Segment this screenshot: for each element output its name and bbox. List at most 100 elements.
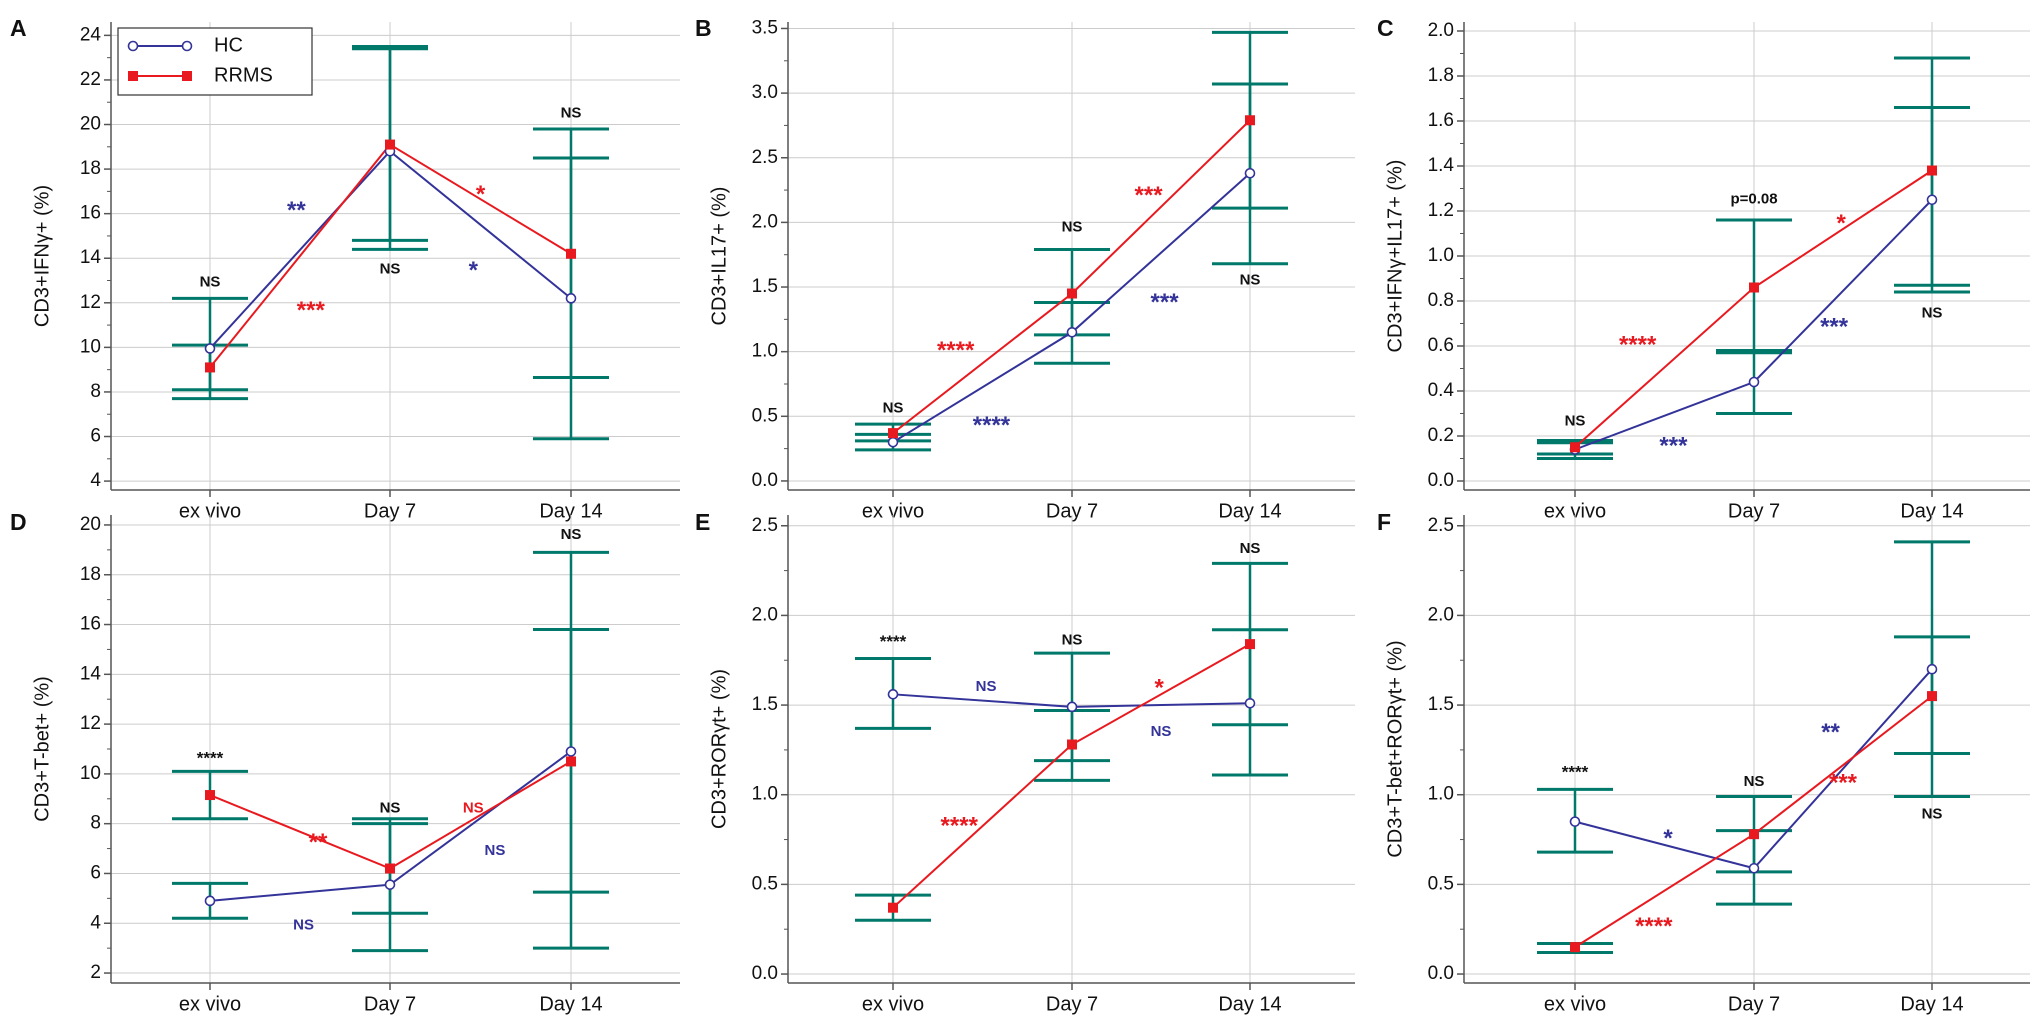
y-tick-label: 1.0 <box>1428 245 1454 266</box>
y-tick-label: 0.0 <box>1428 470 1454 491</box>
panel-letter: B <box>695 15 712 41</box>
x-tick-label: Day 7 <box>1046 500 1098 522</box>
significance-annotation: NS <box>561 526 582 543</box>
legend: HC RRMS <box>117 27 313 96</box>
data-point-rrms <box>205 790 215 801</box>
significance-annotation: NS <box>1062 219 1083 236</box>
y-axis-label: CD3+IL17+ (%) <box>708 187 730 326</box>
significance-annotation: ** <box>309 829 328 856</box>
significance-annotation: **** <box>941 812 979 839</box>
significance-annotation: NS <box>380 260 401 277</box>
y-tick-label: 1.5 <box>1428 694 1454 715</box>
y-tick-label: 6 <box>90 862 101 883</box>
y-tick-label: 24 <box>80 24 102 45</box>
y-tick-label: 14 <box>80 247 102 268</box>
y-tick-label: 2.0 <box>1428 20 1454 41</box>
significance-annotation: NS <box>1922 805 1943 822</box>
significance-annotation: ** <box>287 197 306 224</box>
panel-d: D 2 4 6 8 10 12 14 16 18 20 ex vivo Day 7 Day 14 CD3+T… <box>10 509 680 1015</box>
panel-letter: F <box>1377 509 1391 535</box>
y-tick-label: 18 <box>80 564 101 585</box>
x-tick-label: ex vivo <box>862 500 924 522</box>
y-tick-label: 1.5 <box>752 276 778 297</box>
y-tick-label: 10 <box>80 763 101 784</box>
x-tick-label: ex vivo <box>179 500 241 522</box>
y-tick-label: 3.0 <box>752 82 778 103</box>
significance-annotation: *** <box>1135 182 1164 209</box>
significance-annotation: NS <box>976 678 997 695</box>
legend-label-rrms: RRMS <box>214 64 273 86</box>
y-axis-label: CD3+IFNγ+IL17+ (%) <box>1384 160 1406 353</box>
data-point-hc <box>1926 194 1938 206</box>
data-point-rrms <box>385 863 395 874</box>
data-point-rrms <box>888 428 898 439</box>
data-point-hc <box>204 343 216 354</box>
y-tick-label: 14 <box>80 663 102 684</box>
data-point-hc <box>1748 376 1760 388</box>
data-point-rrms <box>566 756 576 767</box>
significance-annotation: NS <box>1062 631 1083 648</box>
significance-annotation: * <box>1663 825 1673 852</box>
data-point-rrms <box>888 902 898 913</box>
data-point-rrms <box>1067 739 1077 750</box>
x-tick-label: ex vivo <box>1544 993 1606 1015</box>
significance-annotation: *** <box>1829 769 1858 796</box>
data-point-rrms <box>1245 639 1255 650</box>
y-tick-label: 0.6 <box>1428 335 1454 356</box>
significance-annotation: **** <box>1635 913 1673 940</box>
significance-annotation: **** <box>973 412 1011 439</box>
significance-annotation: NS <box>1151 723 1172 740</box>
significance-annotation: *** <box>1659 433 1688 460</box>
panel-letter: D <box>10 509 27 535</box>
panel-f: F 0.0 0.5 1.0 1.5 2.0 2.5 ex vivo Day 7 Day 14 CD3… <box>1377 509 2030 1015</box>
significance-annotation: NS <box>1744 773 1765 790</box>
y-axis-label: CD3+RORγt+ (%) <box>708 669 730 829</box>
legend-marker-hc <box>127 40 139 52</box>
data-point-rrms <box>205 362 215 373</box>
panel-letter: E <box>695 509 710 535</box>
y-tick-label: 1.6 <box>1428 110 1454 131</box>
significance-annotation: *** <box>297 297 326 324</box>
data-point-hc <box>565 293 577 304</box>
significance-annotation: **** <box>1562 763 1589 782</box>
y-tick-label: 4 <box>90 912 101 933</box>
y-tick-label: 0.0 <box>1428 963 1454 984</box>
x-tick-label: Day 14 <box>1900 500 1963 522</box>
y-axis-label: CD3+T-bet+ (%) <box>31 676 53 822</box>
panel-a: A 4 6 8 10 12 14 16 18 20 22 24 ex vivo Day 7 Day 14 CD… <box>10 15 680 522</box>
data-point-rrms <box>385 139 395 150</box>
y-tick-label: 16 <box>80 203 101 224</box>
significance-annotation: * <box>1837 210 1847 237</box>
y-tick-label: 2.5 <box>752 147 778 168</box>
y-tick-label: 0.0 <box>752 470 778 491</box>
panel-c: C 0.0 0.2 0.4 0.6 0.8 1.0 1.2 1.4 1.6 1.8 2.0 ex viv… <box>1377 15 2030 522</box>
significance-annotation: * <box>476 181 486 208</box>
y-tick-label: 2.5 <box>1428 515 1454 536</box>
x-tick-label: Day 7 <box>1728 993 1780 1015</box>
significance-annotation: NS <box>463 800 484 817</box>
y-tick-label: 8 <box>90 813 101 834</box>
significance-annotation: NS <box>1922 304 1943 321</box>
significance-annotation: **** <box>937 337 975 364</box>
y-tick-label: 1.5 <box>752 694 778 715</box>
data-point-hc <box>1066 326 1078 338</box>
y-tick-label: 0.8 <box>1428 290 1454 311</box>
significance-annotation: * <box>469 257 479 284</box>
significance-annotation: NS <box>200 274 221 291</box>
significance-annotation: **** <box>880 632 907 651</box>
data-point-hc <box>384 879 396 890</box>
significance-annotation: p=0.08 <box>1730 191 1777 208</box>
x-tick-label: ex vivo <box>862 993 924 1015</box>
data-point-rrms <box>1749 829 1759 840</box>
data-point-hc <box>887 436 899 448</box>
significance-annotation: NS <box>561 104 582 121</box>
data-point-rrms <box>1245 115 1255 126</box>
x-tick-label: Day 7 <box>1728 500 1780 522</box>
y-tick-label: 4 <box>90 470 101 491</box>
y-tick-label: 1.0 <box>752 341 778 362</box>
y-tick-label: 2.0 <box>752 211 778 232</box>
x-tick-label: Day 7 <box>364 993 416 1015</box>
data-point-hc <box>1748 862 1760 874</box>
